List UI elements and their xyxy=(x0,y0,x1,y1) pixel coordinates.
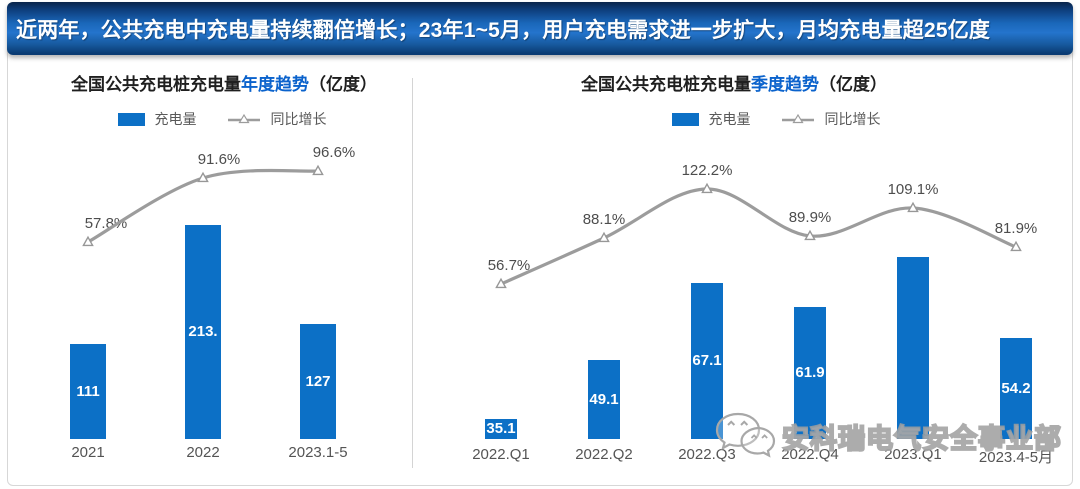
bar-value-label: 54.2 xyxy=(1001,380,1031,397)
category-label: 2022 xyxy=(186,444,220,461)
bar-value-label: 213. xyxy=(188,323,218,340)
bar-value-label: 67.1 xyxy=(692,352,722,369)
pct-label: 81.9% xyxy=(994,220,1038,237)
legend-label-bar: 充电量 xyxy=(154,111,197,127)
legend-label-line: 同比增长 xyxy=(824,111,881,127)
pct-label: 57.8% xyxy=(84,215,128,232)
bar xyxy=(485,419,517,439)
title-suffix: （亿度） xyxy=(819,75,887,94)
annual-chart-title: 全国公共充电桩充电量年度趋势（亿度） xyxy=(14,70,434,95)
category-label: 2023.1-5 xyxy=(288,444,348,461)
bar-legend-swatch xyxy=(671,112,699,126)
legend-label-line: 同比增长 xyxy=(270,111,327,127)
title-prefix: 全国公共充电桩充电量 xyxy=(581,75,751,94)
bar xyxy=(794,307,826,439)
pct-label: 109.1% xyxy=(887,181,939,198)
bar-legend-swatch xyxy=(117,112,145,126)
category-label: 2023.Q1 xyxy=(884,446,942,463)
panel-divider xyxy=(412,78,413,468)
legend-label-bar: 充电量 xyxy=(708,111,751,127)
quarterly-chart-legend: 充电量 同比增长 xyxy=(616,109,936,129)
category-label: 2022.Q3 xyxy=(678,446,736,463)
bar xyxy=(691,283,723,439)
pct-label: 91.6% xyxy=(197,151,241,168)
pct-label: 56.7% xyxy=(487,257,531,274)
quarterly-chart-title: 全国公共充电桩充电量季度趋势（亿度） xyxy=(524,70,944,95)
category-label: 2021 xyxy=(71,444,105,461)
bar-value-label: 111 xyxy=(76,383,100,400)
header-banner: 近两年，公共充电中充电量持续翻倍增长；23年1~5月，用户充电需求进一步扩大，月… xyxy=(7,2,1073,55)
bar xyxy=(1000,338,1032,439)
bar xyxy=(588,360,620,439)
line-legend-icon xyxy=(781,113,814,124)
category-label: 2022.Q1 xyxy=(472,446,530,463)
pct-label: 96.6% xyxy=(312,144,356,161)
bar-value-label: 61.9 xyxy=(795,364,825,381)
banner-title: 近两年，公共充电中充电量持续翻倍增长；23年1~5月，用户充电需求进一步扩大，月… xyxy=(16,18,991,42)
bar xyxy=(185,225,221,439)
category-label: 2023.4-5月 xyxy=(978,449,1054,466)
bar xyxy=(897,257,929,439)
bar-value-label: 49.1 xyxy=(589,391,619,408)
title-suffix: （亿度） xyxy=(309,75,377,94)
line-legend-icon xyxy=(227,113,260,124)
pct-label: 88.1% xyxy=(582,211,626,228)
watermark: 安科瑞电气安全事业部 xyxy=(714,410,1062,462)
title-highlight: 季度趋势 xyxy=(751,75,819,94)
bar-value-label: 127 xyxy=(305,373,331,390)
annual-chart-legend: 充电量 同比增长 xyxy=(62,109,382,129)
category-label: 2022.Q4 xyxy=(781,446,839,463)
bar xyxy=(300,324,336,439)
pct-label: 122.2% xyxy=(681,162,733,179)
pct-label: 89.9% xyxy=(788,209,832,226)
wechat-icon xyxy=(715,412,776,458)
category-label: 2022.Q2 xyxy=(575,446,633,463)
title-highlight: 年度趋势 xyxy=(241,75,309,94)
bar-value-label: 35.1 xyxy=(486,420,516,437)
bar xyxy=(70,344,106,439)
title-prefix: 全国公共充电桩充电量 xyxy=(71,75,241,94)
watermark-text: 安科瑞电气安全事业部 xyxy=(781,423,1062,455)
